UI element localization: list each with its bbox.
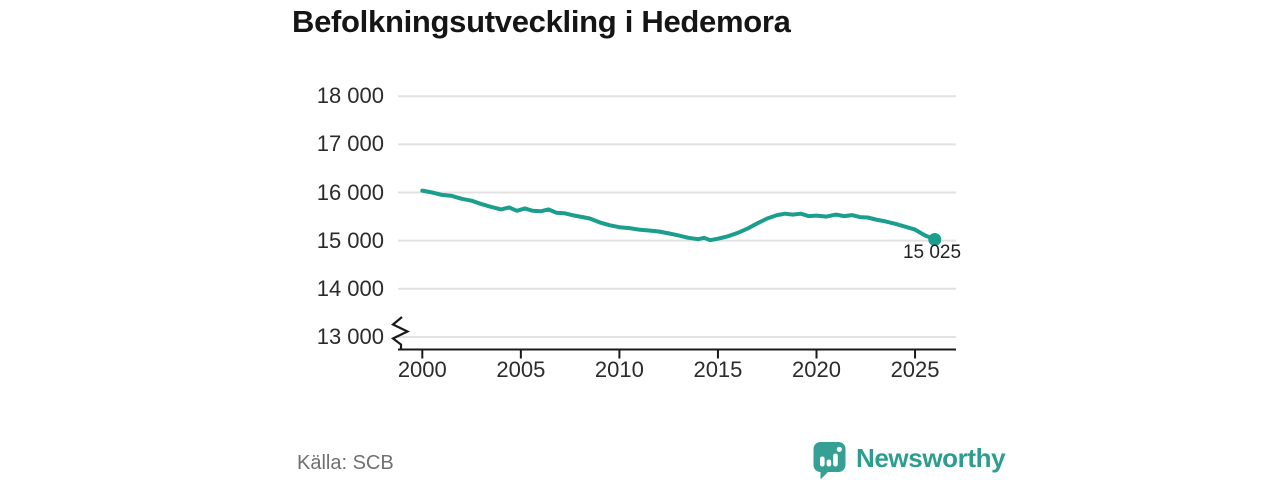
y-axis-tick-label: 17 000 — [316, 131, 384, 157]
y-axis-tick-label: 15 000 — [316, 227, 384, 253]
source-credit: Källa: SCB — [297, 452, 394, 474]
y-axis-break-icon — [390, 316, 411, 350]
newsworthy-logo: Newsworthy — [812, 441, 1006, 480]
y-axis-tick-label: 13 000 — [316, 323, 384, 349]
x-axis-tick-label: 2000 — [397, 357, 447, 382]
x-axis-tick-label: 2020 — [792, 357, 841, 382]
x-axis-tick-label: 2005 — [496, 357, 546, 382]
end-value-label: 15 025 — [902, 242, 962, 263]
y-axis-tick-label: 14 000 — [316, 275, 384, 301]
end-point-dot — [928, 232, 942, 246]
y-axis-tick-label: 18 000 — [316, 83, 384, 109]
x-axis-tick-label: 2025 — [890, 357, 940, 382]
newsworthy-wordmark: Newsworthy — [856, 443, 1006, 473]
x-axis-tick-label: 2015 — [693, 357, 743, 382]
y-axis-tick-label: 16 000 — [316, 179, 384, 205]
chart-title: Befolkningsutveckling i Hedemora — [292, 4, 791, 39]
population-line — [420, 188, 937, 243]
bar-chart-speech-bubble-icon — [813, 442, 846, 480]
x-axis-tick-label: 2010 — [594, 357, 644, 382]
